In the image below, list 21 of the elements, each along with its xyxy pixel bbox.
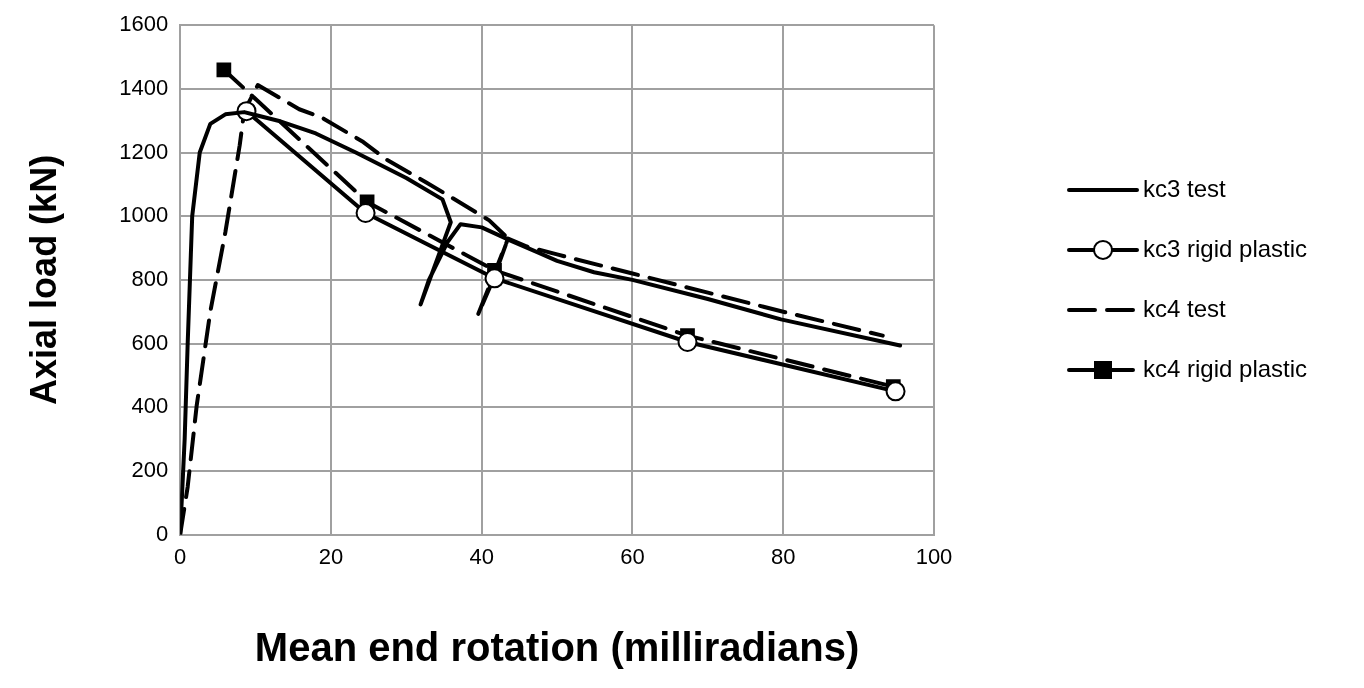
legend-label: kc3 test (1143, 174, 1227, 202)
y-tick-label: 1000 (119, 202, 169, 228)
y-tick-label: 1200 (119, 138, 169, 164)
x-axis-title: Mean end rotation (milliradians) (254, 625, 860, 670)
x-tick-label: 0 (174, 543, 187, 569)
x-tick-label: 40 (469, 543, 494, 569)
y-tick-label: 200 (131, 456, 169, 482)
y-tick-label: 1400 (119, 74, 169, 100)
legend-label: kc3 rigid plastic (1143, 234, 1308, 262)
y-tick-label: 1600 (119, 11, 169, 37)
x-tick-label: 100 (915, 543, 953, 569)
y-axis-title: Axial load (kN) (22, 154, 64, 405)
legend-label: kc4 test (1143, 294, 1227, 322)
y-tick-label: 600 (131, 329, 169, 355)
x-tick-label: 80 (770, 543, 796, 569)
y-tick-label: 0 (155, 520, 169, 546)
y-tick-label: 800 (131, 265, 169, 291)
legend-label: kc4 rigid plastic (1143, 354, 1308, 382)
x-tick-label: 20 (318, 543, 344, 569)
y-tick-label: 400 (131, 393, 169, 419)
x-tick-label: 60 (620, 543, 645, 569)
